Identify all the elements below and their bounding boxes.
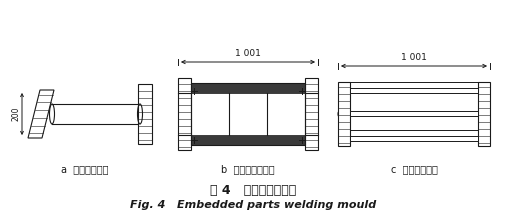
- Bar: [349, 135, 477, 141]
- Text: b  加载孔焊接模具: b 加载孔焊接模具: [221, 164, 274, 174]
- Bar: [178, 78, 190, 150]
- Bar: [305, 78, 317, 150]
- Text: 1 001: 1 001: [235, 49, 261, 58]
- Polygon shape: [28, 90, 54, 138]
- Text: c  加载孔焊接后: c 加载孔焊接后: [390, 164, 437, 174]
- Bar: [138, 84, 152, 144]
- Text: 图 4   预埋件焊接模具: 图 4 预埋件焊接模具: [210, 184, 295, 197]
- Text: 200: 200: [12, 107, 21, 121]
- Bar: [190, 83, 305, 145]
- Ellipse shape: [137, 104, 142, 124]
- Bar: [477, 82, 489, 146]
- Bar: [349, 87, 477, 93]
- Text: Fig. 4   Embedded parts welding mould: Fig. 4 Embedded parts welding mould: [130, 200, 375, 210]
- Text: 1 001: 1 001: [400, 53, 426, 62]
- Text: a  加载孔焊接前: a 加载孔焊接前: [61, 164, 109, 174]
- Bar: [190, 135, 305, 145]
- Bar: [337, 82, 349, 146]
- Bar: [190, 83, 305, 93]
- Bar: [349, 111, 477, 117]
